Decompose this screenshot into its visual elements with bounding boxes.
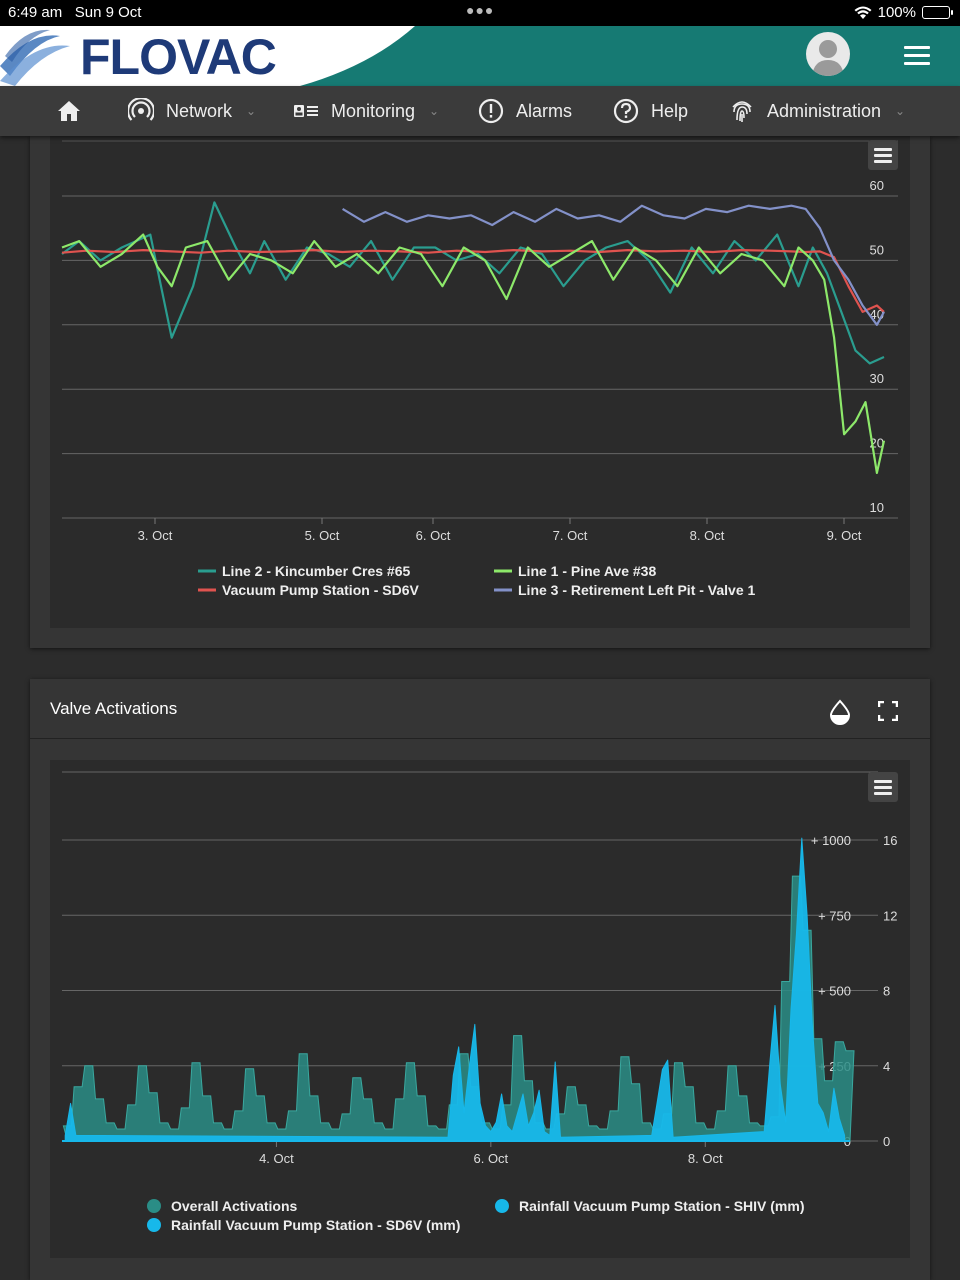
- y-right-tick-label: 4: [883, 1059, 890, 1074]
- legend-item[interactable]: Vacuum Pump Station - SD6V: [198, 582, 419, 598]
- chevron-down-icon: ⌄: [429, 104, 440, 118]
- flovac-logo: FLOVAC: [80, 29, 277, 85]
- battery-percent: 100%: [877, 4, 916, 21]
- status-date-text: Sun 9 Oct: [74, 4, 142, 21]
- legend-label: Line 2 - Kincumber Cres #65: [222, 563, 411, 579]
- app-header: FLOVAC: [0, 26, 960, 86]
- nav-help[interactable]: Help: [613, 86, 688, 136]
- legend-label: Overall Activations: [171, 1198, 298, 1214]
- alarm-exclamation-icon: [478, 98, 504, 124]
- chevron-down-icon: ⌄: [895, 104, 906, 118]
- main-menu-button[interactable]: [904, 46, 930, 66]
- y-tick-label: 60: [870, 178, 884, 193]
- ios-status-bar: 6:49 am Sun 9 Oct ●●● 100%: [0, 0, 960, 26]
- wifi-icon: [854, 6, 872, 19]
- panel-title: Valve Activations: [50, 699, 178, 718]
- legend-label: Line 1 - Pine Ave #38: [518, 563, 656, 579]
- chart-menu-button[interactable]: [868, 772, 898, 802]
- main-navbar: Network ⌄ Monitoring ⌄ Alarms Help Admin…: [0, 86, 960, 136]
- x-tick-label: 3. Oct: [138, 528, 173, 543]
- series-line-3: [61, 248, 885, 313]
- legend-swatch: [147, 1199, 161, 1213]
- legend-item[interactable]: Rainfall Vacuum Pump Station - SD6V (mm): [147, 1217, 460, 1233]
- legend-item[interactable]: Overall Activations: [147, 1198, 298, 1214]
- rainfall-shiv-area: [64, 837, 846, 1142]
- y-right-tick-label: 0: [883, 1134, 890, 1149]
- network-icon: [128, 98, 154, 124]
- legend-item[interactable]: Rainfall Vacuum Pump Station - SHIV (mm): [495, 1198, 804, 1214]
- legend-label: Rainfall Vacuum Pump Station - SD6V (mm): [171, 1217, 460, 1233]
- y-tick-label: 50: [870, 242, 884, 257]
- nav-monitoring[interactable]: Monitoring ⌄: [293, 86, 439, 136]
- y-right-tick-label: 8: [883, 984, 890, 999]
- logo-area[interactable]: FLOVAC: [0, 26, 420, 86]
- pressure-chart: 10 20 30 40 50 60 3. Oct 5. Oct 6. Oct 7. Oct 8. O…: [50, 136, 910, 628]
- logo-background: [0, 26, 415, 86]
- x-tick-label: 6. Oct: [416, 528, 451, 543]
- legend-label: Vacuum Pump Station - SD6V: [222, 582, 419, 598]
- legend-label: Rainfall Vacuum Pump Station - SHIV (mm): [519, 1198, 804, 1214]
- nav-network[interactable]: Network ⌄: [128, 86, 256, 136]
- home-icon: [56, 98, 82, 124]
- legend-swatch: [147, 1218, 161, 1232]
- x-tick-label: 8. Oct: [688, 1151, 723, 1166]
- series-line-4: [342, 204, 885, 326]
- legend-label: Line 3 - Retirement Left Pit - Valve 1: [518, 582, 756, 598]
- user-avatar[interactable]: [806, 32, 850, 76]
- chart-menu-button[interactable]: [868, 140, 898, 170]
- rainfall-drop-icon[interactable]: [828, 699, 852, 725]
- y-left-tick-label: + 1000: [811, 833, 851, 848]
- help-question-icon: [613, 98, 639, 124]
- y-right-tick-label: 12: [883, 908, 897, 923]
- fingerprint-icon: [729, 98, 755, 124]
- status-right: 100%: [854, 4, 953, 21]
- legend-swatch: [495, 1199, 509, 1213]
- nav-help-label: Help: [651, 100, 689, 121]
- x-tick-label: 8. Oct: [690, 528, 725, 543]
- x-tick-label: 7. Oct: [553, 528, 588, 543]
- chevron-down-icon: ⌄: [246, 104, 257, 118]
- nav-administration-label: Administration: [767, 100, 882, 121]
- legend-item[interactable]: Line 3 - Retirement Left Pit - Valve 1: [494, 582, 756, 598]
- status-time-text: 6:49 am: [8, 4, 63, 21]
- x-tick-label: 4. Oct: [259, 1151, 294, 1166]
- fullscreen-icon[interactable]: [878, 701, 898, 721]
- x-tick-label: 9. Oct: [827, 528, 862, 543]
- legend-item[interactable]: Line 1 - Pine Ave #38: [494, 563, 656, 579]
- valve-activations-header: Valve Activations: [30, 679, 930, 739]
- x-tick-label: 6. Oct: [473, 1151, 508, 1166]
- nav-administration[interactable]: Administration ⌄: [729, 86, 905, 136]
- y-left-tick-label: + 750: [818, 908, 851, 923]
- battery-icon: [922, 6, 953, 19]
- monitoring-icon: [293, 98, 319, 124]
- y-tick-label: 30: [870, 371, 884, 386]
- status-time: 6:49 am Sun 9 Oct: [8, 4, 141, 21]
- series-line-2: [61, 233, 886, 474]
- y-left-tick-label: + 500: [818, 984, 851, 999]
- nav-network-label: Network: [166, 100, 233, 121]
- nav-monitoring-label: Monitoring: [331, 100, 416, 121]
- user-silhouette-icon: [812, 40, 844, 76]
- nav-alarms-label: Alarms: [516, 100, 573, 121]
- x-tick-label: 5. Oct: [305, 528, 340, 543]
- y-right-tick-label: 16: [883, 833, 897, 848]
- nav-alarms[interactable]: Alarms: [478, 86, 572, 136]
- series-line-1: [61, 201, 885, 365]
- y-tick-label: 10: [870, 500, 884, 515]
- multitask-dots[interactable]: ●●●: [466, 2, 495, 18]
- nav-home[interactable]: [56, 86, 94, 136]
- legend-item[interactable]: Line 2 - Kincumber Cres #65: [198, 563, 411, 579]
